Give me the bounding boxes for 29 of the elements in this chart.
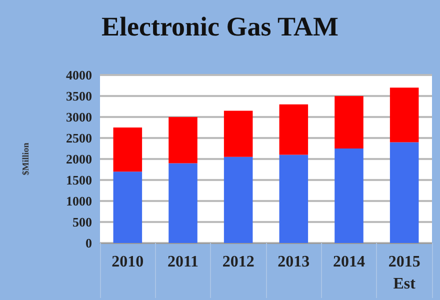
x-tick-label: 2010 bbox=[112, 254, 144, 270]
bar bbox=[224, 156, 253, 243]
bar bbox=[113, 128, 142, 172]
y-tick-label: 1000 bbox=[66, 194, 92, 208]
bar bbox=[279, 154, 308, 243]
chart-title: Electronic Gas TAM bbox=[102, 12, 338, 42]
bar bbox=[390, 142, 419, 243]
bar bbox=[279, 104, 308, 155]
y-tick-label: 3000 bbox=[66, 110, 92, 124]
y-tick-label: 2500 bbox=[66, 130, 92, 146]
bar bbox=[168, 117, 198, 164]
y-tick-label: 0 bbox=[86, 236, 92, 250]
y-tick-label: 1500 bbox=[66, 172, 92, 188]
x-tick-label: 2015 Est bbox=[388, 254, 420, 292]
y-tick-label: 4000 bbox=[66, 68, 92, 82]
y-axis-title: $Million bbox=[20, 142, 30, 176]
bar bbox=[224, 110, 253, 157]
x-tick-label: 2014 bbox=[333, 254, 365, 270]
x-tick-label: 2013 bbox=[278, 254, 310, 270]
y-tick-label: 2000 bbox=[66, 152, 92, 166]
x-tick-label: 2012 bbox=[222, 254, 254, 270]
bar bbox=[334, 148, 364, 243]
x-tick-label: 2011 bbox=[167, 254, 199, 270]
y-tick-label: 3500 bbox=[66, 88, 92, 104]
bar bbox=[113, 172, 142, 243]
y-tick-label: 500 bbox=[72, 214, 92, 230]
bar bbox=[168, 163, 198, 243]
bar bbox=[334, 96, 364, 148]
bar bbox=[390, 88, 419, 142]
